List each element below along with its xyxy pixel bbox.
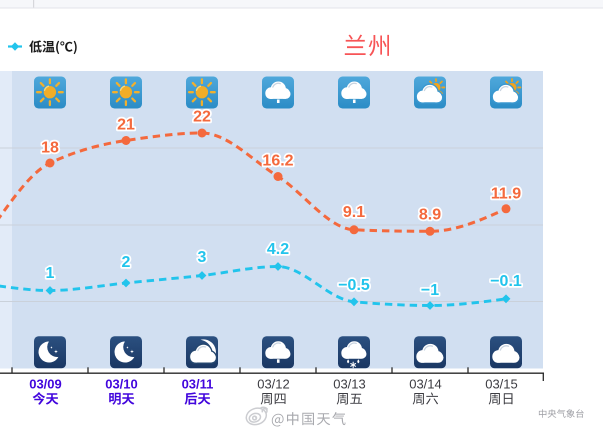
svg-text:03/13: 03/13: [333, 377, 366, 392]
svg-text:03/14: 03/14: [409, 377, 442, 392]
svg-text:11.9: 11.9: [491, 186, 521, 203]
svg-text:21: 21: [117, 117, 135, 134]
svg-text:18: 18: [41, 140, 59, 157]
svg-text:3: 3: [198, 249, 207, 266]
svg-text:−0.1: −0.1: [490, 273, 522, 290]
svg-text:−1: −1: [421, 282, 439, 299]
svg-text:03/15: 03/15: [485, 377, 518, 392]
svg-text:03/09: 03/09: [29, 377, 62, 392]
svg-text:16.2: 16.2: [262, 153, 293, 170]
svg-text:03/11: 03/11: [182, 377, 214, 392]
svg-text:2: 2: [122, 254, 131, 271]
svg-text:22: 22: [193, 109, 211, 126]
svg-text:1: 1: [46, 265, 55, 282]
svg-text:9.1: 9.1: [343, 204, 365, 221]
svg-text:03/10: 03/10: [105, 377, 138, 392]
svg-text:4.2: 4.2: [267, 241, 289, 258]
svg-text:03/12: 03/12: [257, 377, 290, 392]
svg-text:−0.5: −0.5: [338, 277, 370, 294]
svg-text:8.9: 8.9: [419, 207, 441, 224]
